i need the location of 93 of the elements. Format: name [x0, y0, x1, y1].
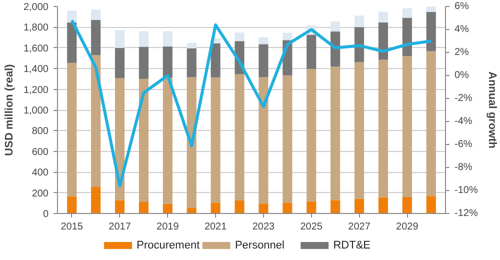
bar [402, 18, 412, 56]
y-tick-label: 200 [32, 188, 49, 200]
x-tick-label: 2017 [108, 222, 132, 232]
bar [354, 27, 364, 62]
x-tick-label: 2029 [396, 222, 419, 232]
x-tick-label: 2015 [60, 222, 84, 232]
bar [114, 48, 125, 78]
bar [330, 66, 340, 200]
bar [91, 20, 101, 56]
bar [378, 197, 388, 214]
bar [186, 77, 196, 208]
bar [354, 62, 364, 199]
bar [138, 31, 149, 47]
bar [138, 78, 149, 202]
bar [330, 22, 340, 32]
bar [258, 204, 268, 214]
y2-tick-label: 4% [454, 24, 470, 35]
bar [67, 10, 77, 23]
y-tick-label: 600 [32, 146, 49, 158]
y2-tick-label: -2% [454, 93, 472, 104]
line-series [70, 18, 433, 188]
bar [67, 62, 77, 196]
bar [306, 201, 316, 214]
bar [138, 46, 149, 79]
y-axis-title: USD million (real) [3, 64, 16, 156]
bar [210, 43, 220, 78]
bar [162, 46, 172, 78]
y-tick-label: 1,600 [23, 43, 49, 54]
y-tick-label: 1,800 [23, 22, 49, 34]
x-tick-label: 2025 [300, 222, 323, 232]
bar [114, 200, 125, 214]
bar [67, 22, 77, 63]
bar [91, 10, 101, 20]
bar [258, 77, 268, 204]
bar [306, 68, 316, 202]
bar [402, 56, 412, 197]
y2-tick-label: -10% [454, 185, 478, 196]
y2-tick-label: -4% [454, 116, 472, 127]
bar [258, 44, 268, 78]
y2-tick-label: 2% [454, 47, 470, 58]
bar [378, 12, 388, 22]
bar [402, 8, 412, 18]
bar [354, 16, 364, 28]
bar [162, 204, 172, 214]
y2-axis-title: Annual growth [486, 72, 498, 149]
bar [210, 202, 220, 214]
bar [354, 198, 364, 214]
bar [426, 12, 436, 52]
bar [282, 32, 292, 40]
bar [378, 60, 388, 198]
bar [186, 42, 196, 48]
y-tick-label: 1,200 [23, 84, 49, 96]
y-tick-label: 1,400 [23, 64, 49, 76]
bar [234, 200, 244, 214]
y2-tick-label: -8% [454, 162, 472, 173]
bar [402, 196, 412, 214]
y2-tick-label: 0% [454, 70, 470, 81]
x-tick-label: 2021 [204, 222, 228, 232]
bar [91, 186, 101, 214]
bar [210, 77, 220, 203]
bar [114, 30, 125, 48]
bar [138, 202, 149, 214]
bar [282, 202, 292, 214]
bar [162, 31, 172, 47]
bar [378, 22, 388, 60]
bar [186, 48, 196, 78]
x-tick-label: 2023 [252, 222, 276, 232]
bar [282, 75, 292, 203]
legend-label: Procurement [136, 240, 200, 252]
legend-label: Personnel [234, 240, 284, 252]
y2-tick-label: -12% [454, 208, 478, 219]
bar [162, 78, 172, 204]
bar [186, 208, 196, 214]
bar [306, 34, 316, 69]
bar [258, 37, 268, 44]
x-tick-label: 2027 [348, 222, 371, 232]
legend-label: RDT&E [333, 240, 371, 252]
y-tick-label: 0 [42, 209, 49, 220]
bar [234, 74, 244, 200]
y-tick-label: 1,000 [23, 106, 49, 116]
y2-tick-label: 6% [454, 1, 470, 12]
bar [426, 6, 436, 12]
y-tick-label: 800 [32, 126, 49, 138]
y-tick-label: 400 [32, 168, 49, 179]
bar [234, 32, 244, 42]
bar [426, 51, 436, 196]
y2-tick-label: -6% [454, 139, 472, 150]
x-tick-label: 2019 [156, 222, 180, 232]
y-tick-label: 2,000 [23, 2, 49, 13]
bar [91, 55, 101, 187]
bar [330, 200, 340, 214]
bar [426, 196, 436, 214]
bar [67, 196, 77, 214]
